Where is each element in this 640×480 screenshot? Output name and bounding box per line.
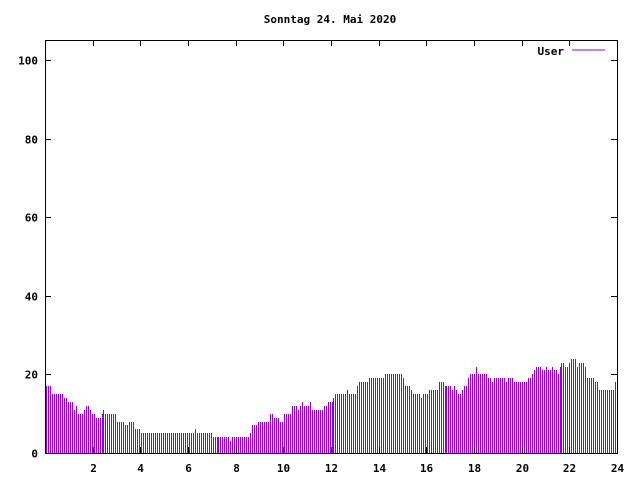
x-tick-label: 14 [373, 462, 387, 475]
y-tick-label: 0 [31, 448, 38, 461]
y-tick-label: 80 [25, 134, 38, 147]
x-tick-label: 22 [563, 462, 576, 475]
plot-border [45, 40, 618, 454]
x-tick-label: 10 [277, 462, 290, 475]
legend: User [538, 45, 605, 58]
y-tick-label: 20 [25, 369, 38, 382]
x-tick-label: 4 [137, 462, 144, 475]
x-tick-label: 12 [325, 462, 338, 475]
y-tick-label: 100 [18, 55, 38, 68]
x-tick-label: 16 [420, 462, 434, 475]
x-tick-label: 20 [516, 462, 529, 475]
legend-label: User [538, 45, 565, 58]
y-tick-label: 60 [25, 212, 38, 225]
bars-group [46, 359, 616, 453]
x-tick-label: 8 [233, 462, 240, 475]
chart-title: Sonntag 24. Mai 2020 [264, 13, 396, 26]
x-tick-label: 24 [611, 462, 625, 475]
x-tick-label: 6 [185, 462, 192, 475]
x-tick-label: 18 [468, 462, 481, 475]
x-tick-label: 2 [90, 462, 97, 475]
y-tick-label: 40 [25, 291, 38, 304]
